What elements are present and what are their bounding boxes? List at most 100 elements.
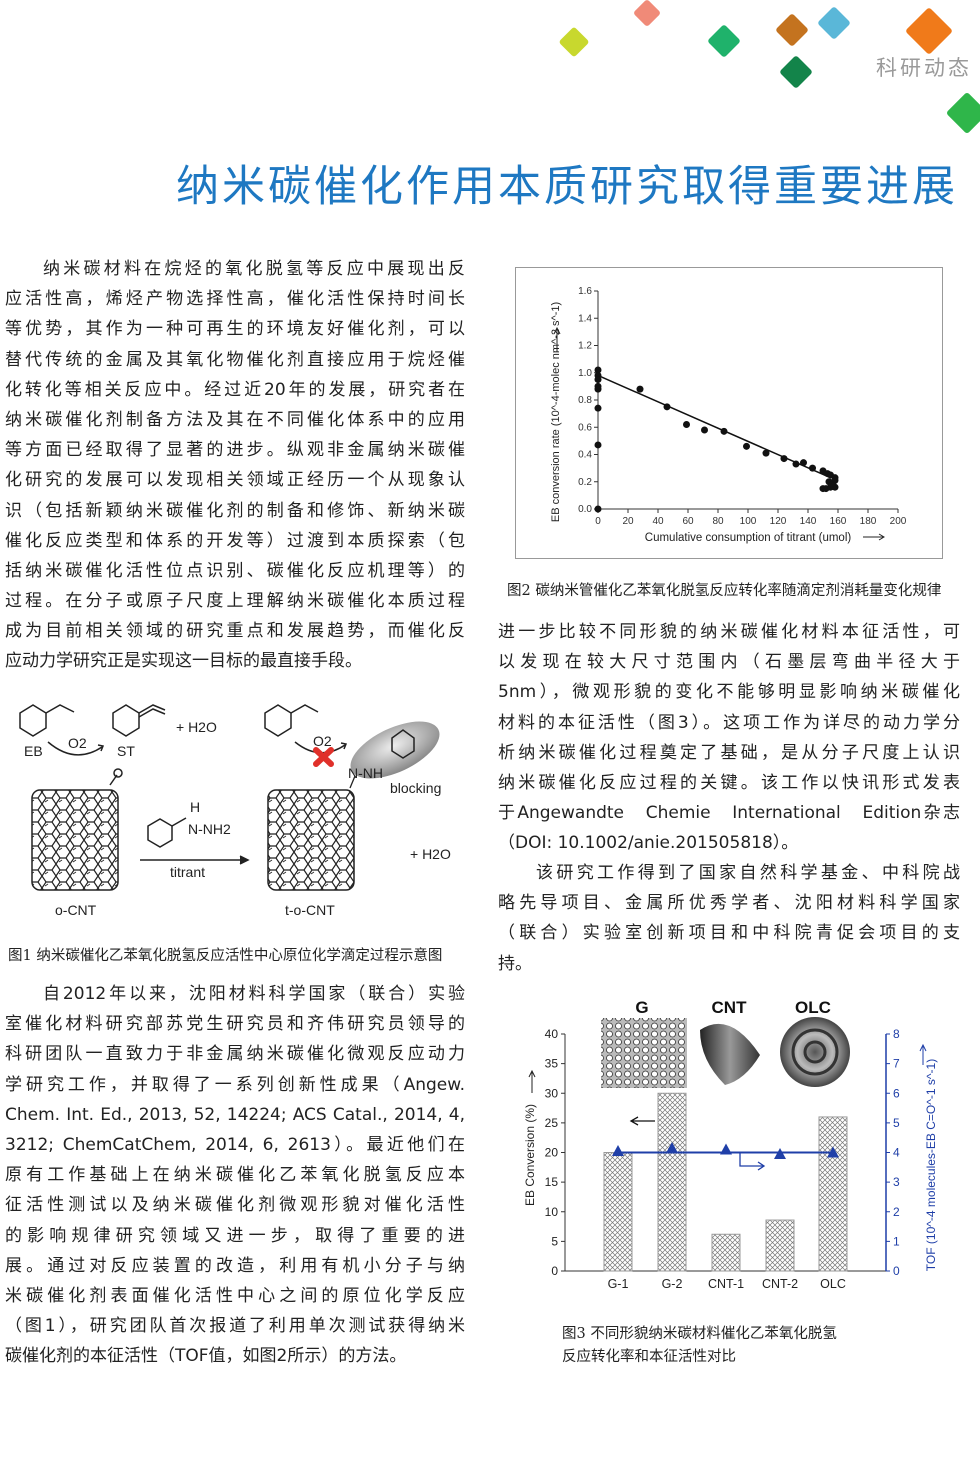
text-line: 化研究的发展可以发现相关领域正经历一个从现象认 — [5, 470, 465, 491]
text-line: 科研团队一直致力于非金属纳米碳催化微观反应动力 — [5, 1044, 465, 1065]
left-paragraph-2: 自2012年以来，沈阳材料科学国家（联合）实验 室催化材料研究部苏党生研究员和齐伟… — [5, 979, 465, 1371]
y-arrow-icon — [553, 326, 561, 352]
x-tick-label: CNT-1 — [708, 1277, 744, 1291]
x-tick-label: 80 — [712, 516, 724, 527]
text-line: Chem. Int. Ed., 2013, 52, 14224; ACS Cat… — [5, 1104, 465, 1125]
st-benzene — [112, 704, 140, 737]
left-arrow-icon — [629, 1116, 655, 1126]
bar — [603, 1152, 633, 1272]
data-point — [594, 505, 602, 513]
y-arrow-icon — [528, 1069, 536, 1093]
left-paragraph-1: 纳米碳材料在烷烃的氧化脱氢等反应中展现出反 应活性高，烯烃产物选择性高，催化活性保… — [5, 254, 465, 677]
text-line: 纳米碳催化剂制备方法及其在不同催化体系中的应用 — [5, 409, 465, 430]
x-tick-label: 0 — [595, 516, 601, 527]
y-tick-label-right: 1 — [893, 1234, 900, 1248]
figure-2-caption: 图2 碳纳米管催化乙苯氧化脱氢反应转化率随滴定剂消耗量变化规律 — [507, 583, 942, 599]
text-line: 学研究工作，并取得了一系列创新性成果（Angew. — [5, 1074, 465, 1095]
text-line: 米碳催化剂表面催化活性中心之间的原位化学反应 — [5, 1285, 465, 1306]
data-point — [594, 441, 602, 449]
page-title: 纳米碳催化作用本质研究取得重要进展 — [176, 162, 958, 212]
text-line: 的影响规律研究领域又进一步，取得了重要的进 — [5, 1225, 465, 1246]
x-tick-label: 200 — [890, 516, 907, 527]
data-point — [800, 459, 807, 467]
text-line: 自2012年以来，沈阳材料科学国家（联合）实验 — [43, 984, 465, 1004]
data-point — [792, 460, 800, 468]
text-line: 等方面已经取得了显著的进步。纵观非金属纳米碳催 — [5, 440, 465, 461]
eb-benzene-2 — [264, 704, 292, 737]
label-n-nh: N-NH — [348, 765, 383, 781]
text-line: 过程。在分子或原子尺度上理解纳米碳催化本质过程 — [5, 591, 465, 612]
y-tick-label: 25 — [545, 1116, 559, 1130]
decor-square — [945, 91, 980, 135]
text-line: 纳米碳材料在烷烃的氧化脱氢等反应中展现出反 — [43, 259, 465, 279]
right-paragraph-1: 进一步比较不同形貌的纳米碳催化材料本征活性，可 以发现在较大尺寸范围内（石墨层弯曲… — [498, 617, 960, 859]
bar — [711, 1233, 741, 1272]
y-tick-label-right: 3 — [893, 1175, 900, 1189]
y-axis-label-right: TOF (10^-4 molecules-EB C=O^-1 s^-1) — [924, 1059, 938, 1271]
graphene-image — [601, 1018, 687, 1088]
text-line: 征活性测试以及纳米碳催化剂微观形貌对催化活性 — [5, 1195, 465, 1216]
text-line: 括纳米碳催化活性位点识别、碳催化反应机理等）的 — [5, 560, 465, 581]
data-point — [594, 404, 602, 412]
data-point — [701, 426, 708, 434]
y-tick-label: 0.4 — [578, 450, 592, 461]
x-tick-label: 100 — [740, 516, 757, 527]
y-tick-label: 0 — [551, 1264, 558, 1278]
y-tick-label: 30 — [545, 1086, 559, 1100]
y-tick-label: 1.6 — [578, 286, 592, 297]
image-label: CNT — [712, 998, 748, 1017]
figure-3-caption-line-2: 反应转化率和本征活性对比 — [562, 1349, 736, 1365]
y-tick-label-right: 5 — [893, 1116, 900, 1130]
bar — [818, 1116, 848, 1272]
decor-square — [707, 24, 741, 58]
data-point — [663, 403, 671, 411]
text-line: 碳催化剂的本征活性（TOF值，如图2所示）的方法。 — [5, 1346, 407, 1367]
y-tick-label: 15 — [545, 1175, 559, 1189]
data-point — [594, 376, 602, 384]
text-line: 持。 — [498, 953, 532, 974]
data-point — [720, 427, 728, 435]
decor-square — [779, 55, 813, 89]
x-arrow-icon — [863, 533, 885, 541]
cnt-image — [700, 1023, 760, 1085]
text-line: 纳米碳催化反应过程的关键。该工作以快讯形式发表 — [498, 772, 960, 793]
tof-point — [666, 1142, 678, 1154]
data-point — [780, 455, 788, 463]
x-tick-label: 140 — [800, 516, 817, 527]
x-axis-label: Cumulative consumption of titrant (umol) — [645, 532, 852, 544]
text-line: 原有工作基础上在纳米碳催化乙苯氧化脱氢反应本 — [5, 1165, 465, 1186]
text-line: 进一步比较不同形貌的纳米碳催化材料本征活性，可 — [498, 622, 960, 642]
x-tick-label: 180 — [860, 516, 877, 527]
label-o2: O2 — [68, 735, 87, 751]
data-point — [743, 442, 750, 450]
y-tick-label-right: 0 — [893, 1264, 900, 1278]
label-h: H — [190, 799, 200, 815]
label-blocking: blocking — [390, 780, 441, 796]
tof-point — [827, 1146, 839, 1158]
decor-square — [632, 0, 662, 28]
y-tick-label: 0.0 — [578, 504, 592, 515]
x-tick-label: G-1 — [608, 1277, 629, 1291]
image-label: OLC — [795, 998, 831, 1017]
y-tick-label-right: 7 — [893, 1057, 900, 1071]
figure-1-scheme: EB O2 ST + H2O O2 N-NH blocking H N-NH2 … — [19, 704, 451, 918]
decor-square — [817, 6, 851, 40]
data-point — [636, 385, 644, 393]
text-line: 略先导项目、金属所优秀学者、沈阳材料科学国家 — [498, 893, 960, 914]
y-tick-label: 10 — [545, 1205, 559, 1219]
y-tick-label: 35 — [545, 1057, 559, 1071]
x-tick-label: 60 — [682, 516, 694, 527]
blocked-cross-icon — [313, 747, 334, 767]
y-tick-label: 0.8 — [578, 395, 592, 406]
label-titrant: titrant — [170, 864, 205, 880]
y-tick-label: 1.4 — [578, 313, 592, 324]
decor-square — [775, 13, 809, 47]
y-axis-label: EB conversion rate (10^-4-molec nm^-2 s^… — [550, 302, 562, 522]
olc-image — [780, 1017, 850, 1087]
tof-point — [612, 1145, 624, 1157]
y-tick-label-right: 4 — [893, 1146, 900, 1160]
data-point — [594, 366, 602, 374]
text-line: 5nm），微观形貌的变化不能够明显影响纳米碳催化 — [498, 682, 960, 703]
x-tick-label: CNT-2 — [762, 1277, 798, 1291]
figure-1-caption: 图1 纳米碳催化乙苯氧化脱氢反应活性中心原位化学滴定过程示意图 — [8, 948, 443, 964]
